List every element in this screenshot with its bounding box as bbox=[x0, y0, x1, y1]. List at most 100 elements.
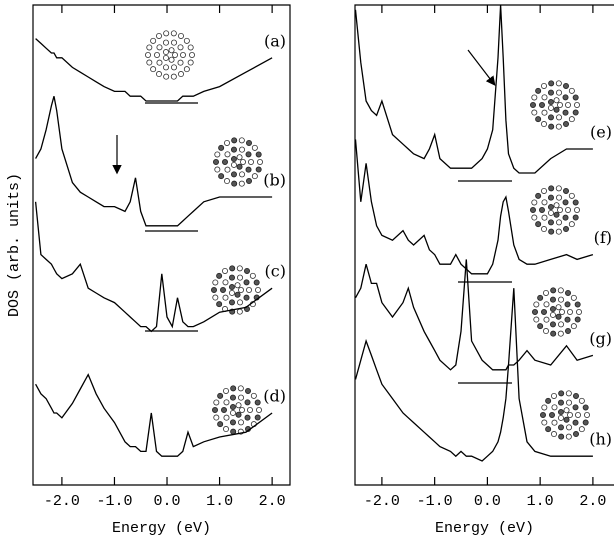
atom bbox=[541, 309, 546, 314]
atom bbox=[231, 429, 236, 434]
atom bbox=[558, 297, 563, 302]
atom bbox=[235, 292, 240, 297]
atom bbox=[544, 317, 549, 322]
atom bbox=[223, 295, 228, 300]
atom bbox=[217, 273, 222, 278]
atom bbox=[554, 98, 559, 103]
plot-frame bbox=[355, 5, 614, 485]
atom bbox=[556, 314, 561, 319]
atom bbox=[229, 290, 234, 295]
atom bbox=[539, 102, 544, 107]
x-axis-label: Energy (eV) bbox=[435, 520, 534, 537]
atom bbox=[169, 57, 174, 62]
atom bbox=[256, 152, 261, 157]
atom bbox=[236, 412, 241, 417]
atom bbox=[224, 415, 229, 420]
atom bbox=[237, 155, 242, 160]
atom bbox=[567, 412, 572, 417]
atom bbox=[163, 49, 168, 54]
atom bbox=[571, 295, 576, 300]
atom bbox=[222, 268, 227, 273]
atom bbox=[566, 434, 571, 439]
atom bbox=[554, 212, 559, 217]
atom bbox=[538, 295, 543, 300]
atom bbox=[214, 400, 219, 405]
atom bbox=[255, 415, 260, 420]
atom bbox=[583, 420, 588, 425]
atom bbox=[574, 207, 579, 212]
atom bbox=[244, 280, 249, 285]
atom bbox=[151, 67, 156, 72]
atom bbox=[169, 48, 174, 53]
atom bbox=[184, 38, 189, 43]
atom bbox=[157, 60, 162, 65]
atom bbox=[215, 152, 220, 157]
atom bbox=[532, 95, 537, 100]
atom bbox=[163, 55, 168, 60]
atom bbox=[541, 226, 546, 231]
atom bbox=[240, 159, 245, 164]
atom bbox=[558, 288, 563, 293]
atom bbox=[237, 300, 242, 305]
x-tick-label: 1.0 bbox=[206, 493, 233, 510]
atom bbox=[212, 407, 217, 412]
atom bbox=[569, 117, 574, 122]
atom bbox=[246, 178, 251, 183]
atom bbox=[231, 172, 236, 177]
atom bbox=[542, 215, 547, 220]
atom bbox=[218, 393, 223, 398]
atom bbox=[584, 412, 589, 417]
atom bbox=[564, 417, 569, 422]
atom bbox=[573, 393, 578, 398]
arrow bbox=[468, 50, 494, 84]
atom bbox=[573, 420, 578, 425]
atom bbox=[564, 408, 569, 413]
atom bbox=[178, 45, 183, 50]
atom bbox=[224, 400, 229, 405]
atom bbox=[576, 309, 581, 314]
atom bbox=[238, 395, 243, 400]
atom bbox=[551, 431, 556, 436]
atom bbox=[178, 33, 183, 38]
atom bbox=[538, 324, 543, 329]
atom bbox=[530, 102, 535, 107]
atom bbox=[573, 405, 578, 410]
baseline-markers bbox=[145, 103, 512, 383]
atom bbox=[238, 386, 243, 391]
atom bbox=[548, 204, 553, 209]
atom bbox=[556, 220, 561, 225]
x-tick-label: 2.0 bbox=[259, 493, 286, 510]
atom bbox=[541, 83, 546, 88]
atom bbox=[573, 431, 578, 436]
x-tick-label: -1.0 bbox=[96, 493, 132, 510]
atom bbox=[566, 400, 571, 405]
atom bbox=[536, 88, 541, 93]
atom bbox=[558, 415, 563, 420]
atom bbox=[532, 215, 537, 220]
atom bbox=[558, 331, 563, 336]
atom bbox=[554, 203, 559, 208]
atom bbox=[556, 124, 561, 129]
atom bbox=[222, 159, 227, 164]
atom bbox=[542, 110, 547, 115]
atom bbox=[255, 287, 260, 292]
atom bbox=[189, 52, 194, 57]
atom bbox=[550, 312, 555, 317]
atom bbox=[556, 195, 561, 200]
atom bbox=[246, 167, 251, 172]
atom bbox=[239, 181, 244, 186]
atom bbox=[548, 90, 553, 95]
atom bbox=[563, 215, 568, 220]
atom bbox=[548, 220, 553, 225]
dos-curve bbox=[36, 202, 273, 332]
atom bbox=[188, 60, 193, 65]
atom bbox=[244, 295, 249, 300]
atom bbox=[237, 164, 242, 169]
atom bbox=[565, 102, 570, 107]
series-label: (e) bbox=[590, 123, 612, 142]
x-tick-label: 0.0 bbox=[154, 493, 181, 510]
atom bbox=[532, 309, 537, 314]
atom bbox=[573, 95, 578, 100]
atom bbox=[171, 65, 176, 70]
atom bbox=[245, 388, 250, 393]
